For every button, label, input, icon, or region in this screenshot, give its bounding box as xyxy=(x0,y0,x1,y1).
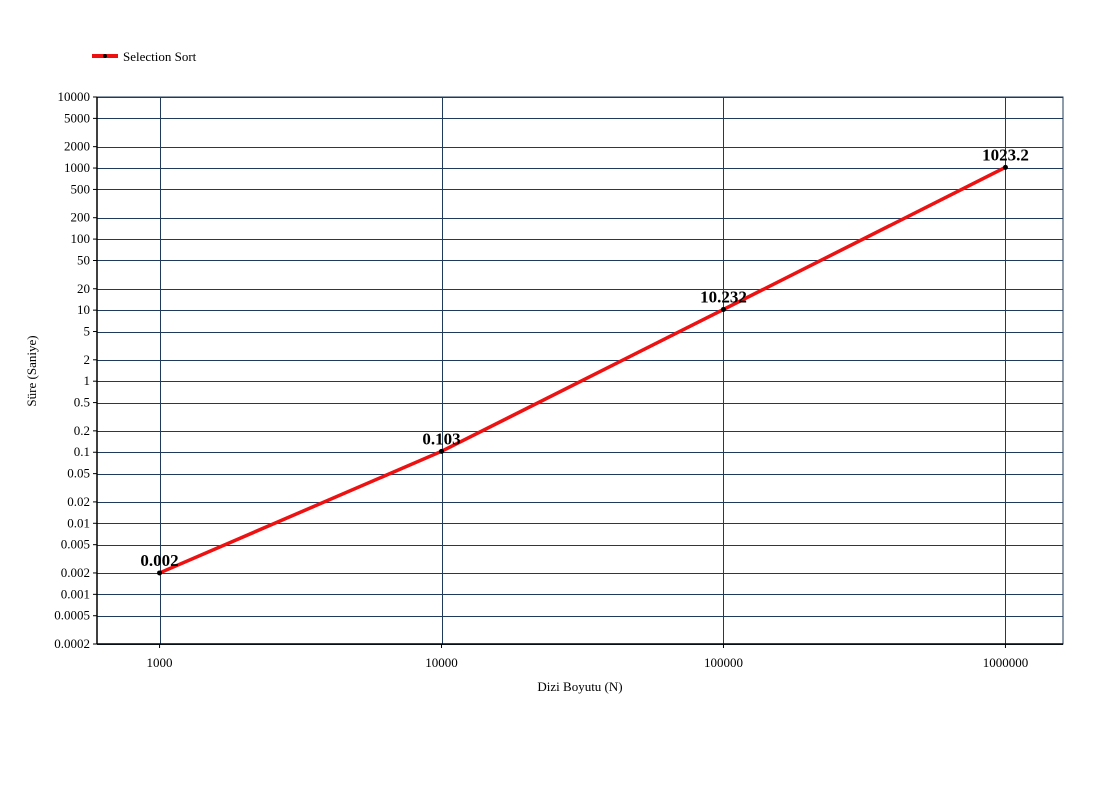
y-tick-label: 0.002 xyxy=(61,565,90,580)
y-tick-label: 50 xyxy=(77,252,90,267)
data-point xyxy=(157,570,163,576)
y-tick-label: 10 xyxy=(77,302,90,317)
y-tick-label: 0.001 xyxy=(61,586,90,601)
y-tick-label: 0.0005 xyxy=(54,608,90,623)
data-label: 0.002 xyxy=(140,551,178,570)
y-tick-label: 0.05 xyxy=(67,466,90,481)
data-point xyxy=(720,306,726,312)
y-tick-label: 20 xyxy=(77,281,90,296)
x-tick-label: 100000 xyxy=(704,655,743,670)
y-tick-label: 2000 xyxy=(64,139,90,154)
axes xyxy=(96,97,1063,645)
y-tick-label: 1 xyxy=(84,373,91,388)
y-tick-label: 0.01 xyxy=(67,515,90,530)
legend[interactable]: Selection Sort xyxy=(92,49,197,64)
data-label: 0.103 xyxy=(422,429,460,448)
series-layer xyxy=(157,164,1008,576)
y-tick-label: 10000 xyxy=(58,89,91,104)
y-tick-label: 500 xyxy=(71,181,91,196)
data-label: 1023.2 xyxy=(982,145,1029,164)
y-tick-label: 0.5 xyxy=(74,395,90,410)
legend-swatch-marker xyxy=(103,54,107,58)
y-tick-label: 0.1 xyxy=(74,444,90,459)
x-tick-label: 10000 xyxy=(425,655,458,670)
data-label: 10.232 xyxy=(700,287,747,306)
y-tick-label: 5 xyxy=(84,324,91,339)
plot-area-frame xyxy=(96,96,1064,645)
y-tick-label: 0.0002 xyxy=(54,636,90,651)
grid-lines xyxy=(97,97,1063,645)
data-point xyxy=(439,448,445,454)
y-axis-title: Süre (Saniye) xyxy=(24,335,39,406)
data-labels: 0.002 0.103 10.232 1023.2 xyxy=(140,145,1028,570)
data-point xyxy=(1002,164,1008,170)
x-axis-title: Dizi Boyutu (N) xyxy=(537,679,622,694)
y-tick-label: 0.02 xyxy=(67,494,90,509)
y-tick-label: 0.2 xyxy=(74,423,90,438)
y-tick-label: 100 xyxy=(71,231,91,246)
x-tick-label: 1000 xyxy=(147,655,173,670)
y-tick-label: 2 xyxy=(84,352,91,367)
y-tick-label: 200 xyxy=(71,210,91,225)
legend-label: Selection Sort xyxy=(123,49,197,64)
y-tick-label: 0.005 xyxy=(61,537,90,552)
y-tick-label: 5000 xyxy=(64,110,90,125)
series-line-selection-sort xyxy=(158,165,1007,575)
x-tick-labels: 1000 10000 100000 1000000 xyxy=(147,644,1029,670)
y-tick-labels: 10000 5000 2000 1000 500 200 100 50 20 10 5 2 1 0.5 0.… xyxy=(54,89,97,651)
y-tick-label: 1000 xyxy=(64,160,90,175)
x-tick-label: 1000000 xyxy=(983,655,1029,670)
